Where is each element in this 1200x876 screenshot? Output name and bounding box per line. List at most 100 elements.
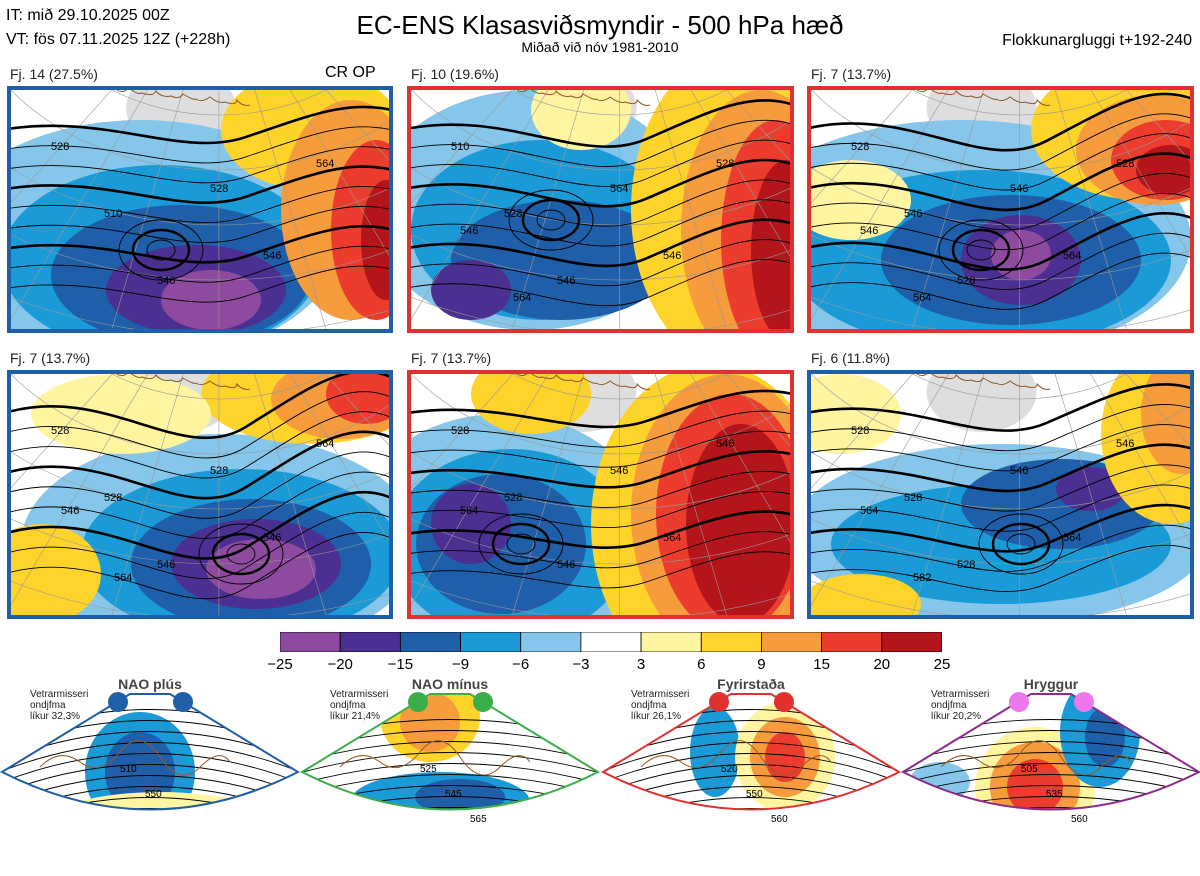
anomaly-area [326, 374, 389, 424]
contour-label: 546 [157, 275, 175, 287]
anomaly-colorbar [279, 631, 943, 653]
contour-label: 546 [663, 250, 681, 262]
regime-contour-label: 520 [721, 764, 738, 775]
anomaly-area [531, 90, 631, 150]
contour-label: 546 [1010, 465, 1028, 477]
cluster-map-svg: 528 528 528 546 564 546 564 582 [811, 374, 1190, 615]
contour-label: 528 [210, 465, 228, 477]
colorbar-bin [640, 631, 702, 653]
contour-label: 546 [1010, 183, 1028, 195]
page-title: EC-ENS Klasasviðsmyndir - 500 hPa hæð [356, 10, 844, 40]
colorbar-tick-label: 3 [636, 656, 646, 673]
init-time: IT: mið 29.10.2025 00Z [6, 7, 170, 24]
regime-note: Vetrarmisseri ondjfma líkur 21,4% [330, 689, 389, 722]
cluster-map-2: 510 528 546 564 546 528 546 564 [407, 86, 794, 333]
cluster-map-svg: 528 546 528 546 564 528 546 564 [811, 90, 1190, 329]
anomaly-area [11, 524, 101, 615]
colorbar-bin [520, 631, 582, 653]
contour-label: 564 [316, 158, 334, 170]
contour-label: 546 [557, 559, 575, 571]
regime-marker-dot [1009, 692, 1029, 712]
cluster-map-svg: 510 528 546 564 546 528 546 564 [411, 90, 790, 329]
colorbar-bin [580, 631, 642, 653]
contour-label: 564 [860, 505, 878, 517]
contour-label: 528 [504, 208, 522, 220]
regime-contour-label: 565 [470, 814, 487, 825]
colorbar-bin [460, 631, 522, 653]
regime-anomaly [1085, 707, 1125, 767]
panel-4-label: Fj. 7 (13.7%) [10, 350, 91, 366]
contour-label: 564 [913, 292, 931, 304]
colorbar-bin [279, 631, 341, 653]
regime-map: 505 535 560 [900, 692, 1200, 825]
contour-label: 564 [316, 438, 334, 450]
anomaly-area [31, 374, 211, 454]
colorbar-tick-label: 25 [933, 656, 951, 673]
colorbar-bin [339, 631, 401, 653]
contour-label: 528 [957, 559, 975, 571]
colorbar-tick-label: −9 [451, 656, 470, 673]
anomaly-area [811, 574, 921, 615]
contour-label: 546 [157, 559, 175, 571]
regime-contour-label: 510 [120, 764, 137, 775]
contour-label: 546 [263, 250, 281, 262]
contour-label: 528 [51, 425, 69, 437]
cluster-map-1: 528 510 546 528 546 564 [7, 86, 393, 333]
contour-label: 528 [104, 492, 122, 504]
anomaly-area [751, 160, 790, 329]
colorbar-bin [399, 631, 461, 653]
contour-label: 528 [504, 492, 522, 504]
colorbar-tick-label: −20 [327, 656, 353, 673]
contour-label: 564 [114, 572, 132, 584]
contour-label: 546 [860, 225, 878, 237]
contour-label: 510 [104, 208, 122, 220]
colorbar-tick-label: 6 [697, 656, 706, 673]
contour-label: 510 [451, 141, 469, 153]
regime-marker-dot [408, 692, 428, 712]
regime-contour-label: 525 [420, 764, 437, 775]
regime-anomaly [1007, 759, 1063, 810]
colorbar-tick-label: −6 [512, 656, 530, 673]
colorbar-tick-label: −15 [387, 656, 414, 673]
anomaly-area [231, 90, 311, 135]
anomaly-area [1136, 145, 1190, 195]
contour-label: 546 [61, 505, 79, 517]
contour-label: 528 [851, 141, 869, 153]
regime-contour-label: 535 [1046, 789, 1063, 800]
contour-label: 564 [513, 292, 531, 304]
regime-marker-dot [108, 692, 128, 712]
regime-contour-label: 545 [445, 789, 462, 800]
cluster-map-5: 528 528 546 546 564 546 564 [407, 370, 794, 619]
regime-title: NAO plús [118, 676, 182, 692]
regime-title: Fyrirstaða [717, 676, 785, 692]
colorbar-bin [761, 631, 823, 653]
anomaly-area [1141, 374, 1190, 474]
contour-label: 528 [1116, 158, 1134, 170]
colorbar-tick-label: 9 [757, 656, 766, 673]
cluster-map-6: 528 528 528 546 564 546 564 582 [807, 370, 1194, 619]
regime-contour-label: 560 [771, 814, 788, 825]
regime-note: Vetrarmisseri ondjfma líkur 20,2% [931, 689, 990, 722]
contour-label: 564 [1063, 532, 1081, 544]
anomaly-area [361, 180, 389, 300]
panel-2-label: Fj. 10 (19.6%) [411, 66, 499, 82]
contour-label: 528 [851, 425, 869, 437]
contour-label: 528 [957, 275, 975, 287]
cluster-map-4: 528 528 546 528 546 564 546 564 [7, 370, 393, 619]
contour-label: 528 [716, 158, 734, 170]
contour-label: 528 [451, 425, 469, 437]
contour-label: 564 [460, 505, 478, 517]
regime-contour-label: 550 [145, 789, 162, 800]
regime-title: Hryggur [1023, 676, 1079, 692]
regime-marker-dot [709, 692, 729, 712]
regime-marker-dot [173, 692, 193, 712]
contour-label: 564 [610, 183, 628, 195]
colorbar-tick-label: 15 [813, 656, 830, 673]
colorbar-tick-label: 20 [873, 656, 891, 673]
regime-anomaly [765, 732, 805, 782]
panel-1-label: Fj. 14 (27.5%) [10, 66, 98, 82]
regime-marker-dot [774, 692, 794, 712]
anomaly-area [431, 484, 511, 564]
regime-contour-label: 505 [1021, 764, 1038, 775]
anomaly-area [431, 260, 511, 320]
